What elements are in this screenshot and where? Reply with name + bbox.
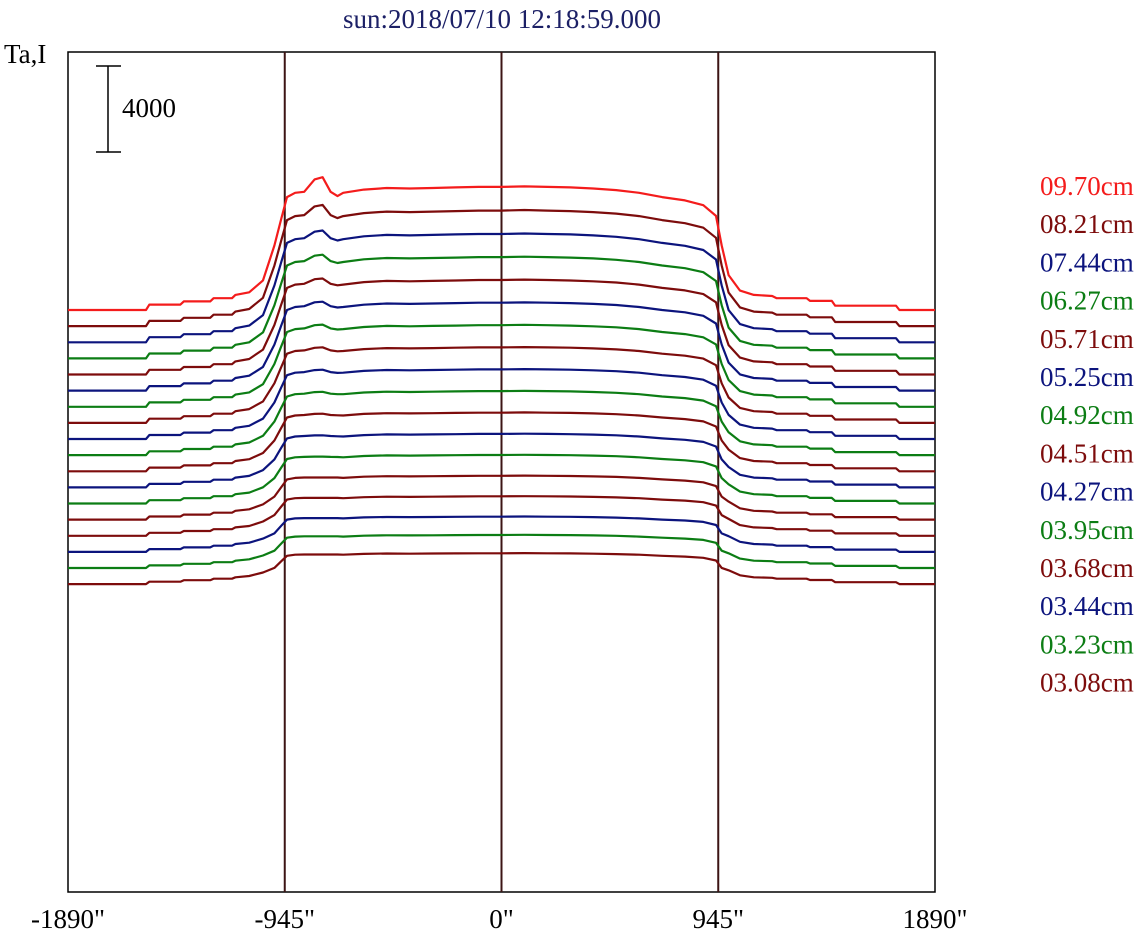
x-tick-label: -945": [254, 904, 315, 934]
series-line-unlabeled: [68, 552, 935, 586]
series-line-04-51cm: [68, 346, 935, 424]
series-line-06-27cm: [68, 253, 935, 360]
legend-entry: 04.92cm: [1040, 400, 1134, 430]
legend-entry: 03.68cm: [1040, 553, 1134, 583]
series-line-03-95cm: [68, 389, 935, 457]
series-line-03-68cm: [68, 411, 935, 473]
series-line-08-21cm: [68, 203, 935, 328]
series-line-04-27cm: [68, 368, 935, 441]
series-line-03-23cm: [68, 453, 935, 505]
legend-entry: 05.25cm: [1040, 362, 1134, 392]
legend-entry: 03.08cm: [1040, 668, 1134, 698]
legend-entry: 04.27cm: [1040, 477, 1134, 507]
y-axis-label: Ta,I: [4, 39, 46, 69]
legend-entry: 06.27cm: [1040, 286, 1134, 316]
legend-entry: 09.70cm: [1040, 171, 1134, 201]
series-line-unlabeled: [68, 533, 935, 570]
legend-entry: 03.95cm: [1040, 515, 1134, 545]
x-tick-label: 945": [692, 904, 744, 934]
legend-entry: 03.44cm: [1040, 591, 1134, 621]
x-tick-label: -1890": [31, 904, 105, 934]
legend-entry: 08.21cm: [1040, 209, 1134, 239]
series-line-03-08cm: [68, 474, 935, 521]
series-line-04-92cm: [68, 323, 935, 408]
series-line-unlabeled: [68, 495, 935, 537]
scale-bar: 4000: [96, 65, 176, 153]
scale-bar-label: 4000: [122, 93, 176, 123]
legend-entry: 03.23cm: [1040, 629, 1134, 659]
chart-title: sun:2018/07/10 12:18:59.000: [343, 4, 661, 34]
x-tick-label: 1890": [902, 904, 967, 934]
legend-entry: 07.44cm: [1040, 247, 1134, 277]
series-line-05-25cm: [68, 300, 935, 392]
x-tick-label: 0": [489, 904, 514, 934]
legend-entry: 04.51cm: [1040, 438, 1134, 468]
series-line-09-70cm: [68, 176, 935, 312]
series-line-07-44cm: [68, 229, 935, 344]
series-line-05-71cm: [68, 277, 935, 376]
series-line-unlabeled: [68, 515, 935, 553]
series-line-03-44cm: [68, 432, 935, 489]
legend-entry: 05.71cm: [1040, 324, 1134, 354]
